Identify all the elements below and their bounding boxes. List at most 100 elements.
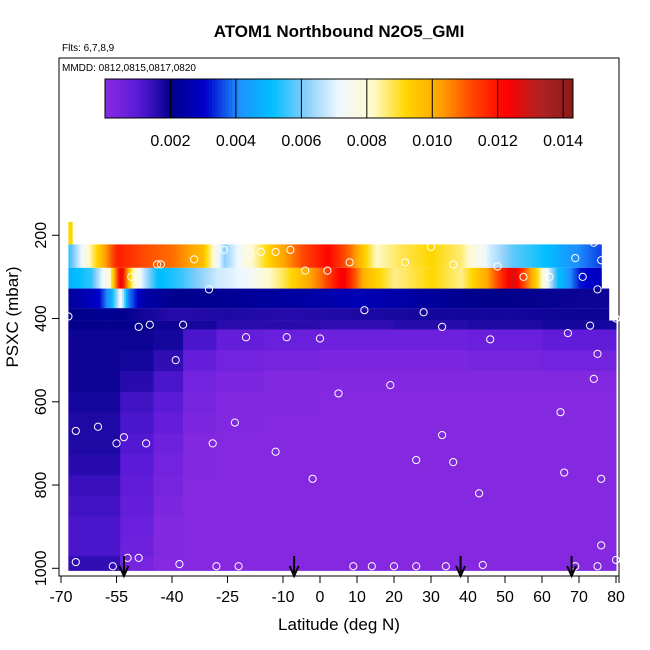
- heat-cell: [394, 495, 469, 517]
- heat-cell: [225, 288, 229, 309]
- heat-cell: [357, 308, 360, 321]
- heat-cell: [183, 320, 217, 330]
- heat-cell: [292, 244, 295, 268]
- heat-cell: [257, 267, 260, 289]
- heat-cell: [412, 244, 415, 268]
- heat-cell: [260, 308, 264, 321]
- sample-point: [271, 447, 280, 456]
- heat-cell: [68, 244, 71, 268]
- heat-cell: [262, 288, 266, 309]
- heat-cell: [75, 267, 79, 289]
- heat-cell: [75, 308, 79, 321]
- heat-cell: [394, 433, 469, 455]
- heat-cell: [394, 370, 469, 392]
- heat-cell: [567, 288, 571, 309]
- heat-cell: [186, 244, 190, 268]
- heat-cell: [390, 308, 393, 321]
- heat-cell: [207, 244, 210, 268]
- heat-cell: [414, 244, 417, 268]
- heat-cell: [390, 288, 393, 309]
- heat-cell: [542, 288, 545, 309]
- heat-cell: [268, 244, 271, 268]
- heat-cell: [275, 244, 279, 268]
- heat-cell: [493, 244, 497, 268]
- colorbar-swatch: [342, 79, 347, 118]
- heat-cell: [175, 288, 179, 309]
- heat-cell: [549, 308, 552, 321]
- heat-cell: [438, 267, 441, 289]
- heat-cell: [251, 308, 254, 321]
- colorbar-swatch: [456, 79, 460, 118]
- heat-cell: [342, 308, 345, 321]
- heat-cell: [312, 288, 316, 309]
- heat-cell: [295, 267, 299, 289]
- heat-cell: [284, 267, 288, 289]
- heat-cell: [186, 288, 190, 309]
- heat-cell: [295, 244, 299, 268]
- heat-cell: [92, 308, 95, 321]
- heat-cell: [416, 244, 419, 268]
- heat-cell: [318, 244, 321, 268]
- heat-cell: [564, 244, 567, 268]
- heat-cell: [358, 308, 362, 321]
- heat-cell: [456, 244, 460, 268]
- heat-cell: [283, 267, 286, 289]
- heat-cell: [432, 308, 436, 321]
- colorbar-swatch: [349, 79, 353, 118]
- heat-cell: [264, 453, 321, 476]
- heat-cell: [177, 267, 180, 289]
- heat-cell: [110, 308, 114, 321]
- heat-cell: [338, 288, 341, 309]
- heat-cell: [68, 288, 71, 309]
- heat-cell: [362, 244, 365, 268]
- sample-point: [349, 562, 358, 571]
- heat-cell: [556, 244, 560, 268]
- heat-cell: [218, 308, 221, 321]
- heat-cell: [394, 244, 397, 268]
- heat-cell: [427, 244, 430, 268]
- heat-cell: [220, 244, 223, 268]
- heat-cell: [112, 308, 116, 321]
- heat-cell: [144, 267, 147, 289]
- heat-cell: [523, 308, 526, 321]
- heat-cell: [70, 288, 73, 309]
- heat-cell: [320, 328, 395, 351]
- colorbar-swatch: [439, 79, 444, 118]
- heat-cell: [283, 288, 286, 309]
- heat-cell: [201, 288, 205, 309]
- heat-cell: [268, 267, 271, 289]
- heat-cell: [216, 412, 265, 434]
- heat-cell: [138, 308, 142, 321]
- heat-cell: [431, 288, 434, 309]
- heat-cell: [183, 244, 186, 268]
- heat-cell: [423, 308, 427, 321]
- heat-cell: [179, 288, 182, 309]
- heat-cell: [179, 308, 182, 321]
- colorbar-swatch: [429, 79, 434, 118]
- heat-cell: [377, 267, 380, 289]
- heat-cell: [523, 267, 526, 289]
- heat-cell: [469, 267, 473, 289]
- heat-cell: [320, 474, 395, 496]
- heat-cell: [81, 288, 84, 309]
- heat-cell: [318, 308, 321, 321]
- heat-cell: [81, 308, 84, 321]
- heat-cell: [203, 288, 206, 309]
- heat-cell: [312, 267, 316, 289]
- heat-cell: [604, 308, 608, 321]
- heat-cell: [580, 288, 584, 309]
- heat-cell: [177, 288, 180, 309]
- heat-cell: [517, 244, 521, 268]
- heat-cell: [68, 221, 71, 245]
- heat-cell: [114, 267, 118, 289]
- colorbar-swatch: [148, 79, 153, 118]
- heat-cell: [458, 288, 462, 309]
- heat-cell: [284, 308, 288, 321]
- heat-cell: [184, 244, 188, 268]
- colorbar-swatch: [502, 79, 507, 118]
- heat-cell: [207, 267, 210, 289]
- heat-cell: [120, 349, 154, 372]
- heat-cell: [305, 267, 308, 289]
- heat-cell: [159, 308, 162, 321]
- heat-cell: [264, 474, 321, 496]
